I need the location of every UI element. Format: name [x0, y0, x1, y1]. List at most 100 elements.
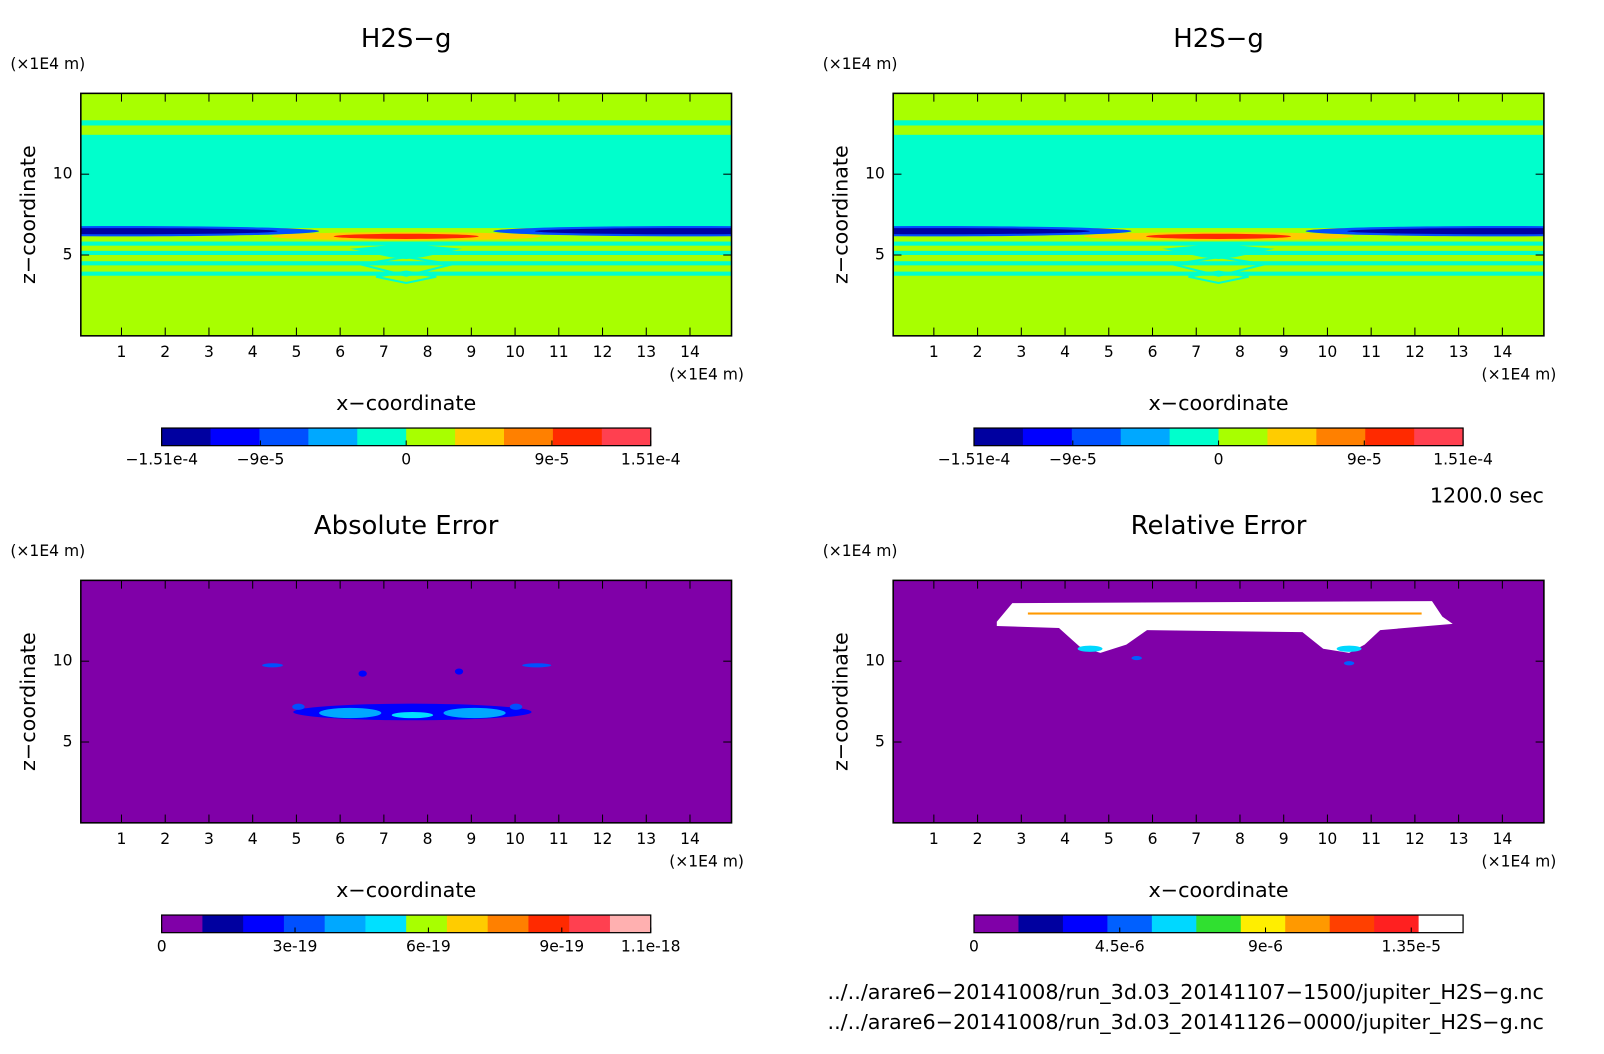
x-tick-label: 3 [204, 343, 214, 361]
colorbar-tick-label: −9e-5 [1049, 451, 1097, 469]
x-tick-label: 14 [1492, 830, 1512, 848]
colorbar-frame [973, 914, 1464, 934]
y-tick-label: 5 [63, 733, 73, 751]
colorbar-segment [1169, 428, 1220, 446]
colorbar-segment [283, 915, 326, 933]
x-tick-label: 13 [1449, 830, 1469, 848]
colorbar-segment [1329, 915, 1375, 933]
y-axis-label: z−coordinate [16, 145, 40, 284]
colorbar-tick-label: 1.1e-18 [621, 938, 681, 956]
x-tick-label: 2 [973, 830, 983, 848]
colorbar-tick-label: 1.51e-4 [1433, 451, 1493, 469]
x-tick-label: 4 [1060, 343, 1070, 361]
x-tick-label: 5 [1104, 830, 1114, 848]
colorbar-segment [503, 428, 554, 446]
y-tick-label: 5 [63, 246, 73, 264]
colorbar-segment [609, 915, 652, 933]
x-tick-label: 12 [593, 830, 613, 848]
x-tick-label: 9 [466, 343, 476, 361]
chart-title: Relative Error [1131, 511, 1307, 541]
y-unit: (×1E4 m) [823, 542, 898, 560]
colorbar-segment [1022, 428, 1073, 446]
x-tick-label: 9 [1279, 830, 1289, 848]
x-tick-label: 10 [505, 830, 525, 848]
plot-frame [892, 579, 1545, 824]
colorbar-segment [974, 915, 1019, 933]
x-unit: (×1E4 m) [669, 366, 744, 384]
x-tick-label: 6 [1148, 830, 1158, 848]
colorbar-segment [1151, 915, 1197, 933]
y-unit: (×1E4 m) [10, 55, 85, 73]
x-tick-label: 14 [1492, 343, 1512, 361]
colorbar-segment [528, 915, 570, 933]
colorbar-tick-label: 0 [1214, 451, 1224, 469]
colorbar-segment [406, 428, 456, 446]
y-tick-label: 10 [53, 165, 73, 183]
colorbar-tick-label: −1.51e-4 [125, 451, 198, 469]
x-tick-label: 7 [379, 830, 389, 848]
colorbar-segment [357, 428, 407, 446]
x-tick-label: 14 [680, 343, 700, 361]
colorbar-segment [601, 428, 652, 446]
x-tick-label: 5 [1104, 343, 1114, 361]
colorbar-segment [487, 915, 529, 933]
x-tick-label: 6 [335, 830, 345, 848]
colorbar-tick-label: 3e-19 [273, 938, 318, 956]
x-tick-label: 7 [379, 343, 389, 361]
contour-field [80, 580, 732, 823]
colorbar-segment [1062, 915, 1108, 933]
x-tick-label: 4 [1060, 830, 1070, 848]
x-tick-label: 12 [1405, 830, 1425, 848]
colorbar-segment [1107, 915, 1153, 933]
colorbar-tick-label: 9e-19 [539, 938, 584, 956]
y-tick-label: 10 [865, 165, 885, 183]
colorbar-segment [1196, 915, 1242, 933]
colorbar-tick-label: 0 [401, 451, 411, 469]
x-tick-label: 1 [117, 343, 127, 361]
colorbar-segment [1374, 915, 1420, 933]
x-tick-label: 14 [680, 830, 700, 848]
colorbar-segment [1120, 428, 1171, 446]
x-tick-label: 1 [929, 830, 939, 848]
x-axis-label: x−coordinate [336, 878, 476, 902]
x-tick-label: 12 [593, 343, 613, 361]
colorbar-segment [1365, 428, 1415, 446]
x-tick-label: 3 [1016, 830, 1026, 848]
x-tick-label: 1 [929, 343, 939, 361]
x-tick-label: 2 [160, 343, 170, 361]
colorbar-segment [1267, 428, 1317, 446]
x-tick-label: 6 [335, 343, 345, 361]
x-tick-label: 8 [423, 830, 433, 848]
colorbar-segment [446, 915, 489, 933]
x-tick-label: 11 [1361, 830, 1381, 848]
colorbar-tick-label: 9e-5 [534, 451, 569, 469]
colorbar-segment [308, 428, 358, 446]
chart-title: Absolute Error [314, 511, 499, 541]
x-tick-label: 2 [160, 830, 170, 848]
colorbar-segment [455, 428, 505, 446]
colorbar-segment [365, 915, 407, 933]
x-unit: (×1E4 m) [669, 853, 744, 871]
x-tick-label: 10 [505, 343, 525, 361]
x-unit: (×1E4 m) [1482, 366, 1557, 384]
file-path: ../../arare6−20141008/run_3d.03_20141107… [828, 980, 1544, 1005]
x-tick-label: 3 [1016, 343, 1026, 361]
colorbar-tick-label: 6e-19 [406, 938, 451, 956]
colorbar-segment [1285, 915, 1331, 933]
x-tick-label: 8 [1235, 830, 1245, 848]
colorbar-segment [974, 428, 1024, 446]
y-tick-label: 5 [875, 733, 885, 751]
x-unit: (×1E4 m) [1482, 853, 1557, 871]
x-axis-label: x−coordinate [1148, 878, 1288, 902]
x-tick-label: 5 [291, 830, 301, 848]
plot-frame [80, 579, 733, 824]
colorbar-segment [1071, 428, 1122, 446]
x-tick-label: 9 [466, 830, 476, 848]
x-tick-label: 11 [549, 830, 569, 848]
y-tick-label: 10 [53, 652, 73, 670]
colorbar-segment [161, 915, 203, 933]
